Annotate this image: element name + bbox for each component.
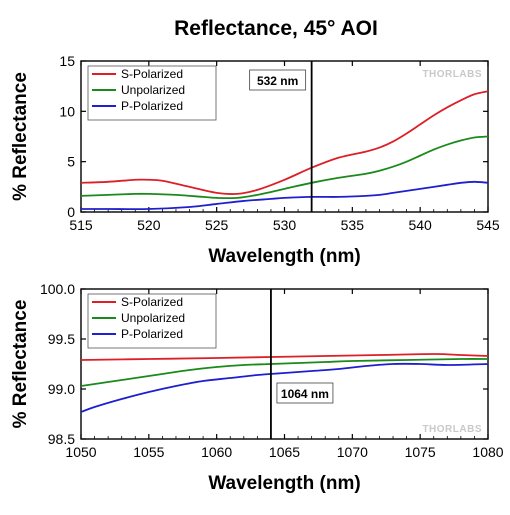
series-line-s-polarized [81,353,488,361]
x-axis-label: Wavelength (nm) [208,473,360,494]
x-tick-label: 1050 [65,444,96,460]
y-tick-label: 10 [59,103,75,119]
x-tick-label: 545 [476,217,500,233]
y-tick-label: 0 [67,204,75,220]
y-tick-label: 100.0 [40,281,75,297]
thorlabs-watermark: THORLABS [422,424,482,435]
x-tick-label: 1075 [405,444,436,460]
legend-label: P-Polarized [121,99,183,113]
series-line-s-polarized [81,90,488,196]
x-tick-label: 1060 [201,444,232,460]
y-axis-label: % Reflectance [10,72,31,201]
x-tick-label: 1070 [337,444,368,460]
x-tick-label: 1055 [133,444,164,460]
y-tick-label: 99.0 [48,381,75,397]
y-tick-label: 99.5 [48,331,75,347]
legend-label: S-Polarized [121,67,183,81]
marker-label-box [249,69,307,91]
legend-label: Unpolarized [121,83,185,97]
marker-label-box [276,382,334,404]
marker-label: 1064 nm [281,387,329,401]
legend-label: Unpolarized [121,311,185,325]
x-tick-label: 525 [205,217,229,233]
x-tick-label: 520 [137,217,161,233]
thorlabs-watermark: THORLABS [422,69,482,80]
x-tick-label: 535 [341,217,365,233]
y-tick-label: 5 [67,154,75,170]
legend-label: P-Polarized [121,327,183,341]
y-tick-label: 98.5 [48,431,75,447]
x-tick-label: 1080 [472,444,503,460]
legend-label: S-Polarized [121,295,183,309]
x-axis-label: Wavelength (nm) [208,246,360,267]
x-tick-label: 540 [408,217,432,233]
x-tick-label: 530 [273,217,297,233]
y-tick-label: 15 [59,53,75,69]
marker-label: 532 nm [257,74,298,88]
series-line-unpolarized [81,358,488,387]
series-line-unpolarized [81,135,488,200]
y-axis-label: % Reflectance [10,300,31,429]
series-line-p-polarized [81,180,488,211]
x-tick-label: 515 [69,217,93,233]
chart-title: Reflectance, 45° AOI [174,17,378,40]
x-tick-label: 1065 [269,444,300,460]
